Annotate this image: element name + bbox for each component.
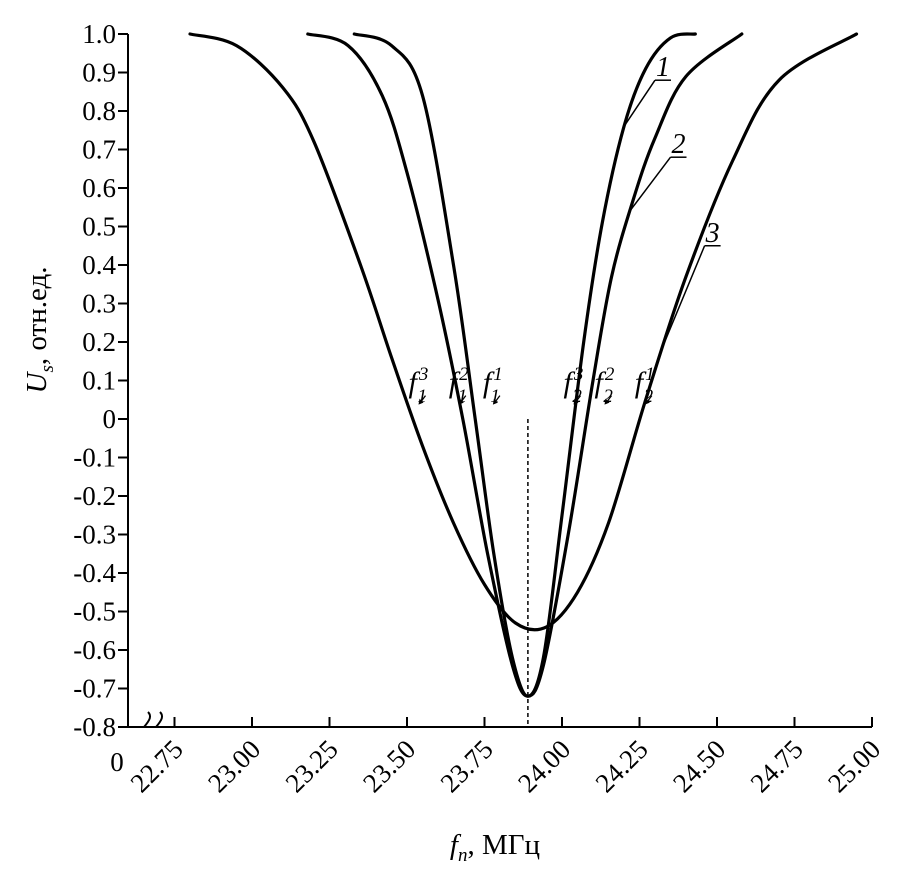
x-tick-label: 24.50 bbox=[667, 734, 731, 798]
x-axis-subscript: n bbox=[458, 845, 468, 866]
annotation-arrowhead-icon bbox=[573, 398, 579, 405]
y-axis-unit: , отн.ед. bbox=[21, 267, 53, 366]
series-2-leader bbox=[629, 156, 672, 212]
series-1-leader bbox=[623, 79, 656, 127]
y-tick-label: -0.1 bbox=[73, 443, 116, 473]
origin-label: 0 bbox=[110, 747, 124, 777]
y-tick-label: 0.9 bbox=[82, 58, 116, 88]
x-tick-label: 23.50 bbox=[357, 734, 421, 798]
annotation-arrowhead-icon bbox=[492, 398, 498, 405]
axis-break-icon bbox=[143, 711, 164, 728]
y-tick-label: 0.8 bbox=[82, 96, 116, 126]
annotation-arrowhead-icon bbox=[458, 398, 464, 405]
series-3-label: 3 bbox=[705, 218, 720, 249]
y-axis-symbol: U bbox=[21, 370, 53, 393]
series-2-label: 2 bbox=[672, 129, 686, 160]
series-3-leader bbox=[663, 245, 706, 344]
series-1-label: 1 bbox=[656, 52, 670, 83]
y-tick-label: -0.7 bbox=[73, 674, 116, 704]
series-3-line bbox=[188, 32, 859, 632]
y-tick-label: 0.2 bbox=[82, 327, 116, 357]
annotation-arrowhead-icon bbox=[604, 398, 610, 405]
y-tick-label: 0.7 bbox=[82, 135, 116, 165]
y-tick-label: -0.3 bbox=[73, 520, 116, 550]
y-tick-label: 0.6 bbox=[82, 173, 116, 203]
y-tick-label: -0.8 bbox=[73, 712, 116, 742]
x-axis-title: fn, МГц bbox=[450, 829, 540, 866]
y-tick-label: 0.1 bbox=[82, 366, 116, 396]
y-tick-label: -0.4 bbox=[73, 558, 116, 588]
x-axis-unit: , МГц bbox=[467, 829, 540, 861]
x-tick-label: 23.25 bbox=[280, 734, 344, 798]
x-tick-label: 23.00 bbox=[202, 734, 266, 798]
y-tick-label: 1.0 bbox=[82, 19, 116, 49]
x-ticks: 22.75 23.00 23.25 23.50 23.75 24.00 24.25 24.50… bbox=[125, 717, 886, 798]
series-1-line bbox=[352, 32, 697, 698]
x-tick-label: 24.75 bbox=[745, 734, 809, 798]
x-tick-label: 23.75 bbox=[435, 734, 499, 798]
x-tick-label: 22.75 bbox=[125, 734, 189, 798]
x-tick-label: 24.00 bbox=[512, 734, 576, 798]
y-tick-label: -0.2 bbox=[73, 481, 116, 511]
x-tick-label: 25.00 bbox=[822, 734, 886, 798]
y-tick-label: 0.4 bbox=[82, 250, 116, 280]
y-tick-label: -0.6 bbox=[73, 635, 116, 665]
series bbox=[188, 32, 859, 698]
y-ticks: 1.0 0.9 0.8 0.7 0.6 0.5 0.4 0.3 0.2 0.1 0 -0.1 -0.2 -… bbox=[73, 19, 128, 742]
y-tick-label: 0 bbox=[103, 404, 117, 434]
x-tick-label: 24.25 bbox=[590, 734, 654, 798]
y-axis-title: Us, отн.ед. bbox=[21, 267, 58, 394]
y-tick-label: 0.5 bbox=[82, 212, 116, 242]
y-axis-subscript: s bbox=[37, 365, 58, 372]
y-tick-label: -0.5 bbox=[73, 597, 116, 627]
annotation-arrowhead-icon bbox=[644, 398, 650, 405]
annotation-arrowhead-icon bbox=[418, 398, 424, 405]
y-tick-label: 0.3 bbox=[82, 289, 116, 319]
series-2-line bbox=[306, 32, 744, 698]
curve-labels: 1 2 3 bbox=[623, 52, 721, 344]
